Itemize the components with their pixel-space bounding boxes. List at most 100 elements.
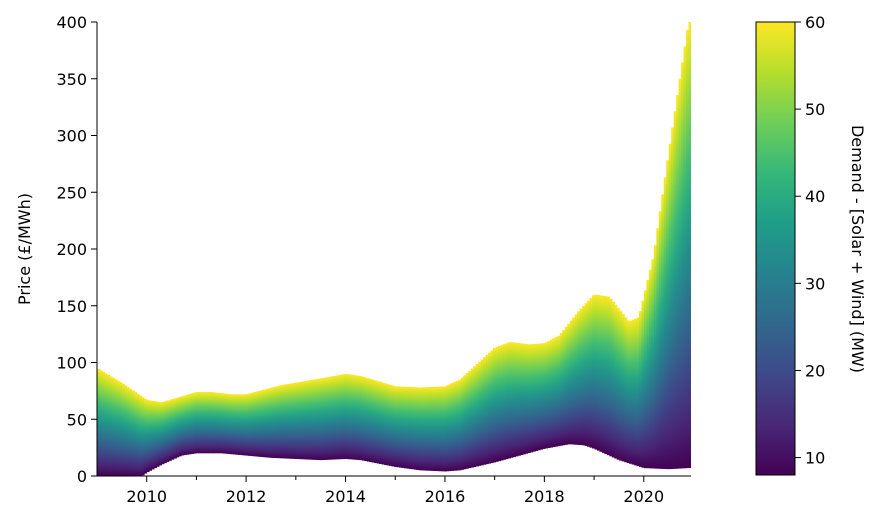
band-strip [676, 95, 680, 469]
band-strip [668, 143, 672, 470]
band-strip [277, 385, 281, 459]
band-strip [114, 379, 118, 476]
band-strip [129, 388, 133, 476]
band-strip [396, 386, 400, 468]
band-strip [275, 386, 279, 459]
band-strip [661, 194, 665, 469]
band-strip [609, 298, 613, 457]
band-strip [173, 398, 177, 459]
x-tick-label: 2016 [425, 487, 466, 506]
band-strip [247, 393, 252, 456]
band-strip [225, 393, 229, 454]
band-strip [121, 383, 125, 476]
band-strip [156, 401, 160, 467]
band-strip [515, 342, 519, 457]
band-strip [136, 393, 140, 476]
band-strip [441, 386, 445, 472]
band-strip [322, 377, 326, 460]
band-strip [562, 329, 566, 446]
band-strip [265, 388, 269, 458]
band-strip [260, 390, 264, 457]
band-strip [594, 294, 598, 450]
band-strip [351, 375, 355, 460]
band-strip [205, 392, 209, 454]
band-strip [423, 387, 427, 471]
band-strip [681, 62, 685, 469]
band-strip [572, 317, 576, 445]
band-strip [200, 392, 205, 454]
band-strip [297, 382, 301, 460]
band-strip [257, 390, 261, 457]
band-strip [589, 297, 593, 448]
band-strip [488, 352, 492, 464]
band-strip [334, 375, 338, 460]
band-strip [307, 380, 311, 460]
band-strip [648, 269, 652, 469]
band-strip [485, 354, 489, 465]
band-strip [309, 380, 313, 460]
x-tick-label: 2020 [623, 487, 664, 506]
band-strip [604, 296, 608, 455]
band-strip [314, 379, 318, 460]
band-strip [426, 387, 430, 471]
band-strip [584, 303, 588, 446]
band-strip [611, 301, 615, 458]
band-strip [448, 384, 452, 472]
band-strip [621, 314, 625, 462]
band-strip [408, 387, 412, 469]
band-strip [282, 384, 286, 459]
band-strip [530, 344, 534, 453]
band-strip [106, 374, 110, 476]
band-strip [384, 383, 388, 465]
band-strip [191, 393, 195, 454]
band-strip [196, 392, 200, 454]
band-strip [678, 78, 682, 469]
band-strip [104, 373, 108, 476]
band-strip [272, 387, 276, 458]
band-strip [631, 319, 635, 465]
band-strip [490, 350, 494, 464]
band-strip [119, 382, 123, 476]
band-strip [475, 363, 479, 467]
band-strip [643, 290, 648, 469]
y-tick-label: 200 [56, 240, 87, 259]
band-strip [418, 387, 422, 471]
band-strip [230, 394, 234, 455]
band-strip [124, 385, 128, 476]
band-strip [389, 384, 393, 466]
band-strip [146, 400, 150, 473]
band-strip [567, 323, 571, 445]
band-strip [686, 30, 690, 469]
band-strip [109, 376, 113, 476]
band-strip [606, 296, 610, 456]
band-strip [178, 396, 182, 457]
band-strip [438, 386, 442, 472]
band-strip [421, 387, 425, 471]
y-tick-label: 0 [77, 467, 87, 486]
band-strip [141, 397, 145, 476]
band-strip [386, 384, 390, 466]
band-strip [148, 400, 153, 471]
band-strip [181, 396, 185, 456]
x-tick-label: 2012 [226, 487, 267, 506]
x-tick-label: 2014 [325, 487, 366, 506]
band-strip [240, 394, 244, 456]
band-strip [406, 386, 410, 469]
band-strip [292, 383, 296, 459]
band-strip [233, 394, 237, 455]
band-strip [366, 378, 370, 462]
band-strip [473, 366, 477, 467]
band-strip [480, 359, 484, 466]
band-strip [535, 343, 539, 451]
band-strip [262, 389, 266, 458]
band-strip [596, 295, 601, 451]
x-tick-label: 2018 [524, 487, 565, 506]
band-strip [210, 392, 214, 454]
band-strip [547, 340, 551, 448]
band-strip [161, 401, 165, 465]
band-strip [381, 382, 385, 465]
band-strip [673, 111, 677, 469]
band-strip [356, 375, 360, 460]
band-strip [483, 357, 487, 465]
y-tick-label: 350 [56, 70, 87, 89]
